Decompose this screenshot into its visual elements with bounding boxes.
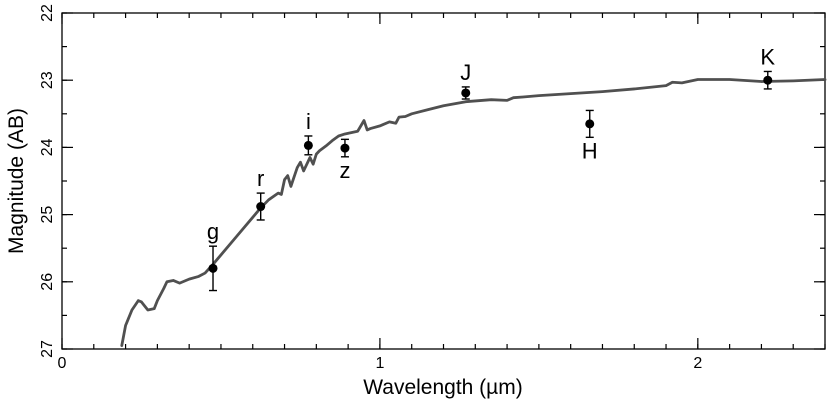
y-tick-label: 24 [39, 138, 56, 156]
band-label: H [582, 138, 598, 163]
band-label: z [339, 158, 350, 183]
band-label: r [257, 166, 264, 191]
point-marker [340, 143, 350, 153]
x-axis-title: Wavelength (µm) [363, 376, 523, 399]
axis-ticks [61, 12, 826, 350]
band-label: g [207, 219, 219, 244]
data-point-r: r [256, 166, 266, 221]
x-tick-label: 1 [375, 355, 384, 372]
point-marker [303, 140, 313, 150]
band-label: J [460, 60, 471, 85]
plot-frame [61, 12, 826, 350]
point-marker [256, 202, 266, 212]
x-tick-label: 2 [693, 355, 702, 372]
y-tick-label: 26 [39, 273, 56, 291]
y-tick-label: 23 [39, 71, 56, 89]
y-tick-labels: 22 23 24 25 26 27 [39, 4, 56, 358]
band-label: K [760, 44, 775, 69]
point-marker [461, 88, 471, 98]
data-point-H: H [582, 109, 598, 163]
data-point-K: K [760, 44, 775, 90]
photometry-points: g r i z J H K [207, 44, 775, 292]
y-tick-label: 27 [39, 340, 56, 358]
point-marker [208, 263, 218, 273]
data-point-J: J [460, 60, 471, 100]
data-point-z: z [339, 138, 350, 183]
y-tick-label: 22 [39, 4, 56, 22]
x-tick-label: 0 [58, 355, 67, 372]
point-marker [763, 75, 773, 85]
y-tick-label: 25 [39, 206, 56, 224]
sed-model-line [120, 78, 827, 348]
y-axis-title: Magnitude (AB) [5, 108, 28, 254]
band-label: i [306, 109, 311, 134]
point-marker [585, 119, 595, 129]
data-point-i: i [303, 109, 313, 156]
x-tick-labels: 0 1 2 [58, 355, 703, 372]
data-point-g: g [207, 219, 219, 292]
